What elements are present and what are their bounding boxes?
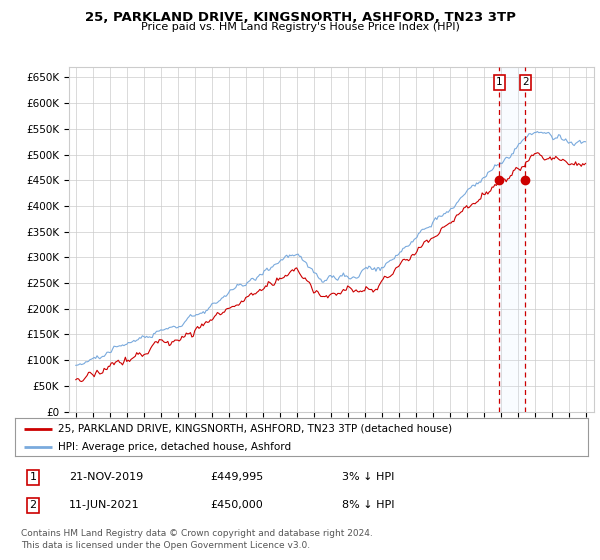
Text: 8% ↓ HPI: 8% ↓ HPI	[342, 500, 395, 510]
Text: 1: 1	[29, 472, 37, 482]
Text: 25, PARKLAND DRIVE, KINGSNORTH, ASHFORD, TN23 3TP (detached house): 25, PARKLAND DRIVE, KINGSNORTH, ASHFORD,…	[58, 424, 452, 434]
Text: Contains HM Land Registry data © Crown copyright and database right 2024.: Contains HM Land Registry data © Crown c…	[21, 529, 373, 538]
Text: HPI: Average price, detached house, Ashford: HPI: Average price, detached house, Ashf…	[58, 442, 291, 452]
Text: 1: 1	[496, 77, 503, 87]
Text: 2: 2	[29, 500, 37, 510]
Text: 25, PARKLAND DRIVE, KINGSNORTH, ASHFORD, TN23 3TP: 25, PARKLAND DRIVE, KINGSNORTH, ASHFORD,…	[85, 11, 515, 24]
Text: £450,000: £450,000	[210, 500, 263, 510]
Text: Price paid vs. HM Land Registry's House Price Index (HPI): Price paid vs. HM Land Registry's House …	[140, 22, 460, 32]
Text: This data is licensed under the Open Government Licence v3.0.: This data is licensed under the Open Gov…	[21, 542, 310, 550]
Text: 21-NOV-2019: 21-NOV-2019	[69, 472, 143, 482]
Text: 11-JUN-2021: 11-JUN-2021	[69, 500, 140, 510]
Bar	[499, 67, 525, 412]
Text: 3% ↓ HPI: 3% ↓ HPI	[342, 472, 394, 482]
Text: £449,995: £449,995	[210, 472, 263, 482]
Text: 2: 2	[522, 77, 529, 87]
